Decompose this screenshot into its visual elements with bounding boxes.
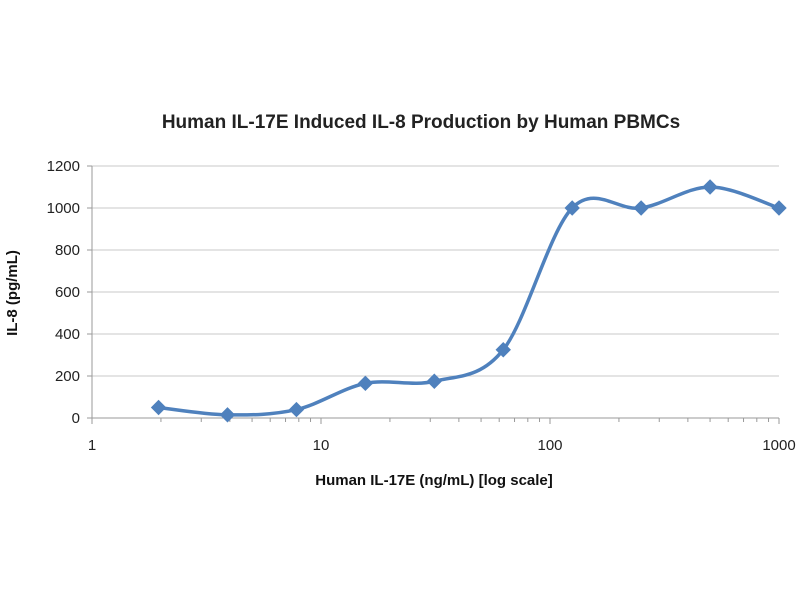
data-point-marker: [633, 200, 649, 216]
y-tick-label: 1000: [47, 200, 80, 217]
tick-labels: 0 200 400 600 800 1000 1200 1 10 100 1000: [47, 158, 796, 454]
y-tick-label: 600: [55, 284, 80, 301]
y-tick-label: 800: [55, 242, 80, 259]
data-point-marker: [495, 342, 511, 358]
x-tick-label: 1: [88, 437, 96, 454]
x-axis-title: Human IL-17E (ng/mL) [log scale]: [315, 472, 553, 489]
data-point-marker: [150, 399, 167, 416]
x-tick-label: 1000: [762, 437, 795, 454]
y-axis-title: IL-8 (pg/mL): [4, 250, 21, 336]
x-tick-label: 100: [537, 437, 562, 454]
y-tick-label: 200: [55, 368, 80, 385]
data-point-marker: [219, 407, 236, 423]
series-layer: [150, 179, 787, 423]
y-tick-label: 1200: [47, 158, 80, 175]
data-point-marker: [702, 179, 718, 195]
axes: [87, 165, 780, 424]
data-point-marker: [426, 373, 443, 389]
y-tick-label: 400: [55, 326, 80, 343]
series-line: [156, 185, 781, 417]
y-tick-label: 0: [72, 410, 80, 427]
data-point-marker: [771, 200, 787, 216]
chart-title: Human IL-17E Induced IL-8 Production by …: [162, 112, 680, 133]
data-point-marker: [288, 401, 305, 418]
gridlines: [92, 165, 779, 377]
data-point-marker: [357, 375, 374, 392]
data-point-marker: [564, 200, 580, 216]
x-tick-label: 10: [313, 437, 330, 454]
